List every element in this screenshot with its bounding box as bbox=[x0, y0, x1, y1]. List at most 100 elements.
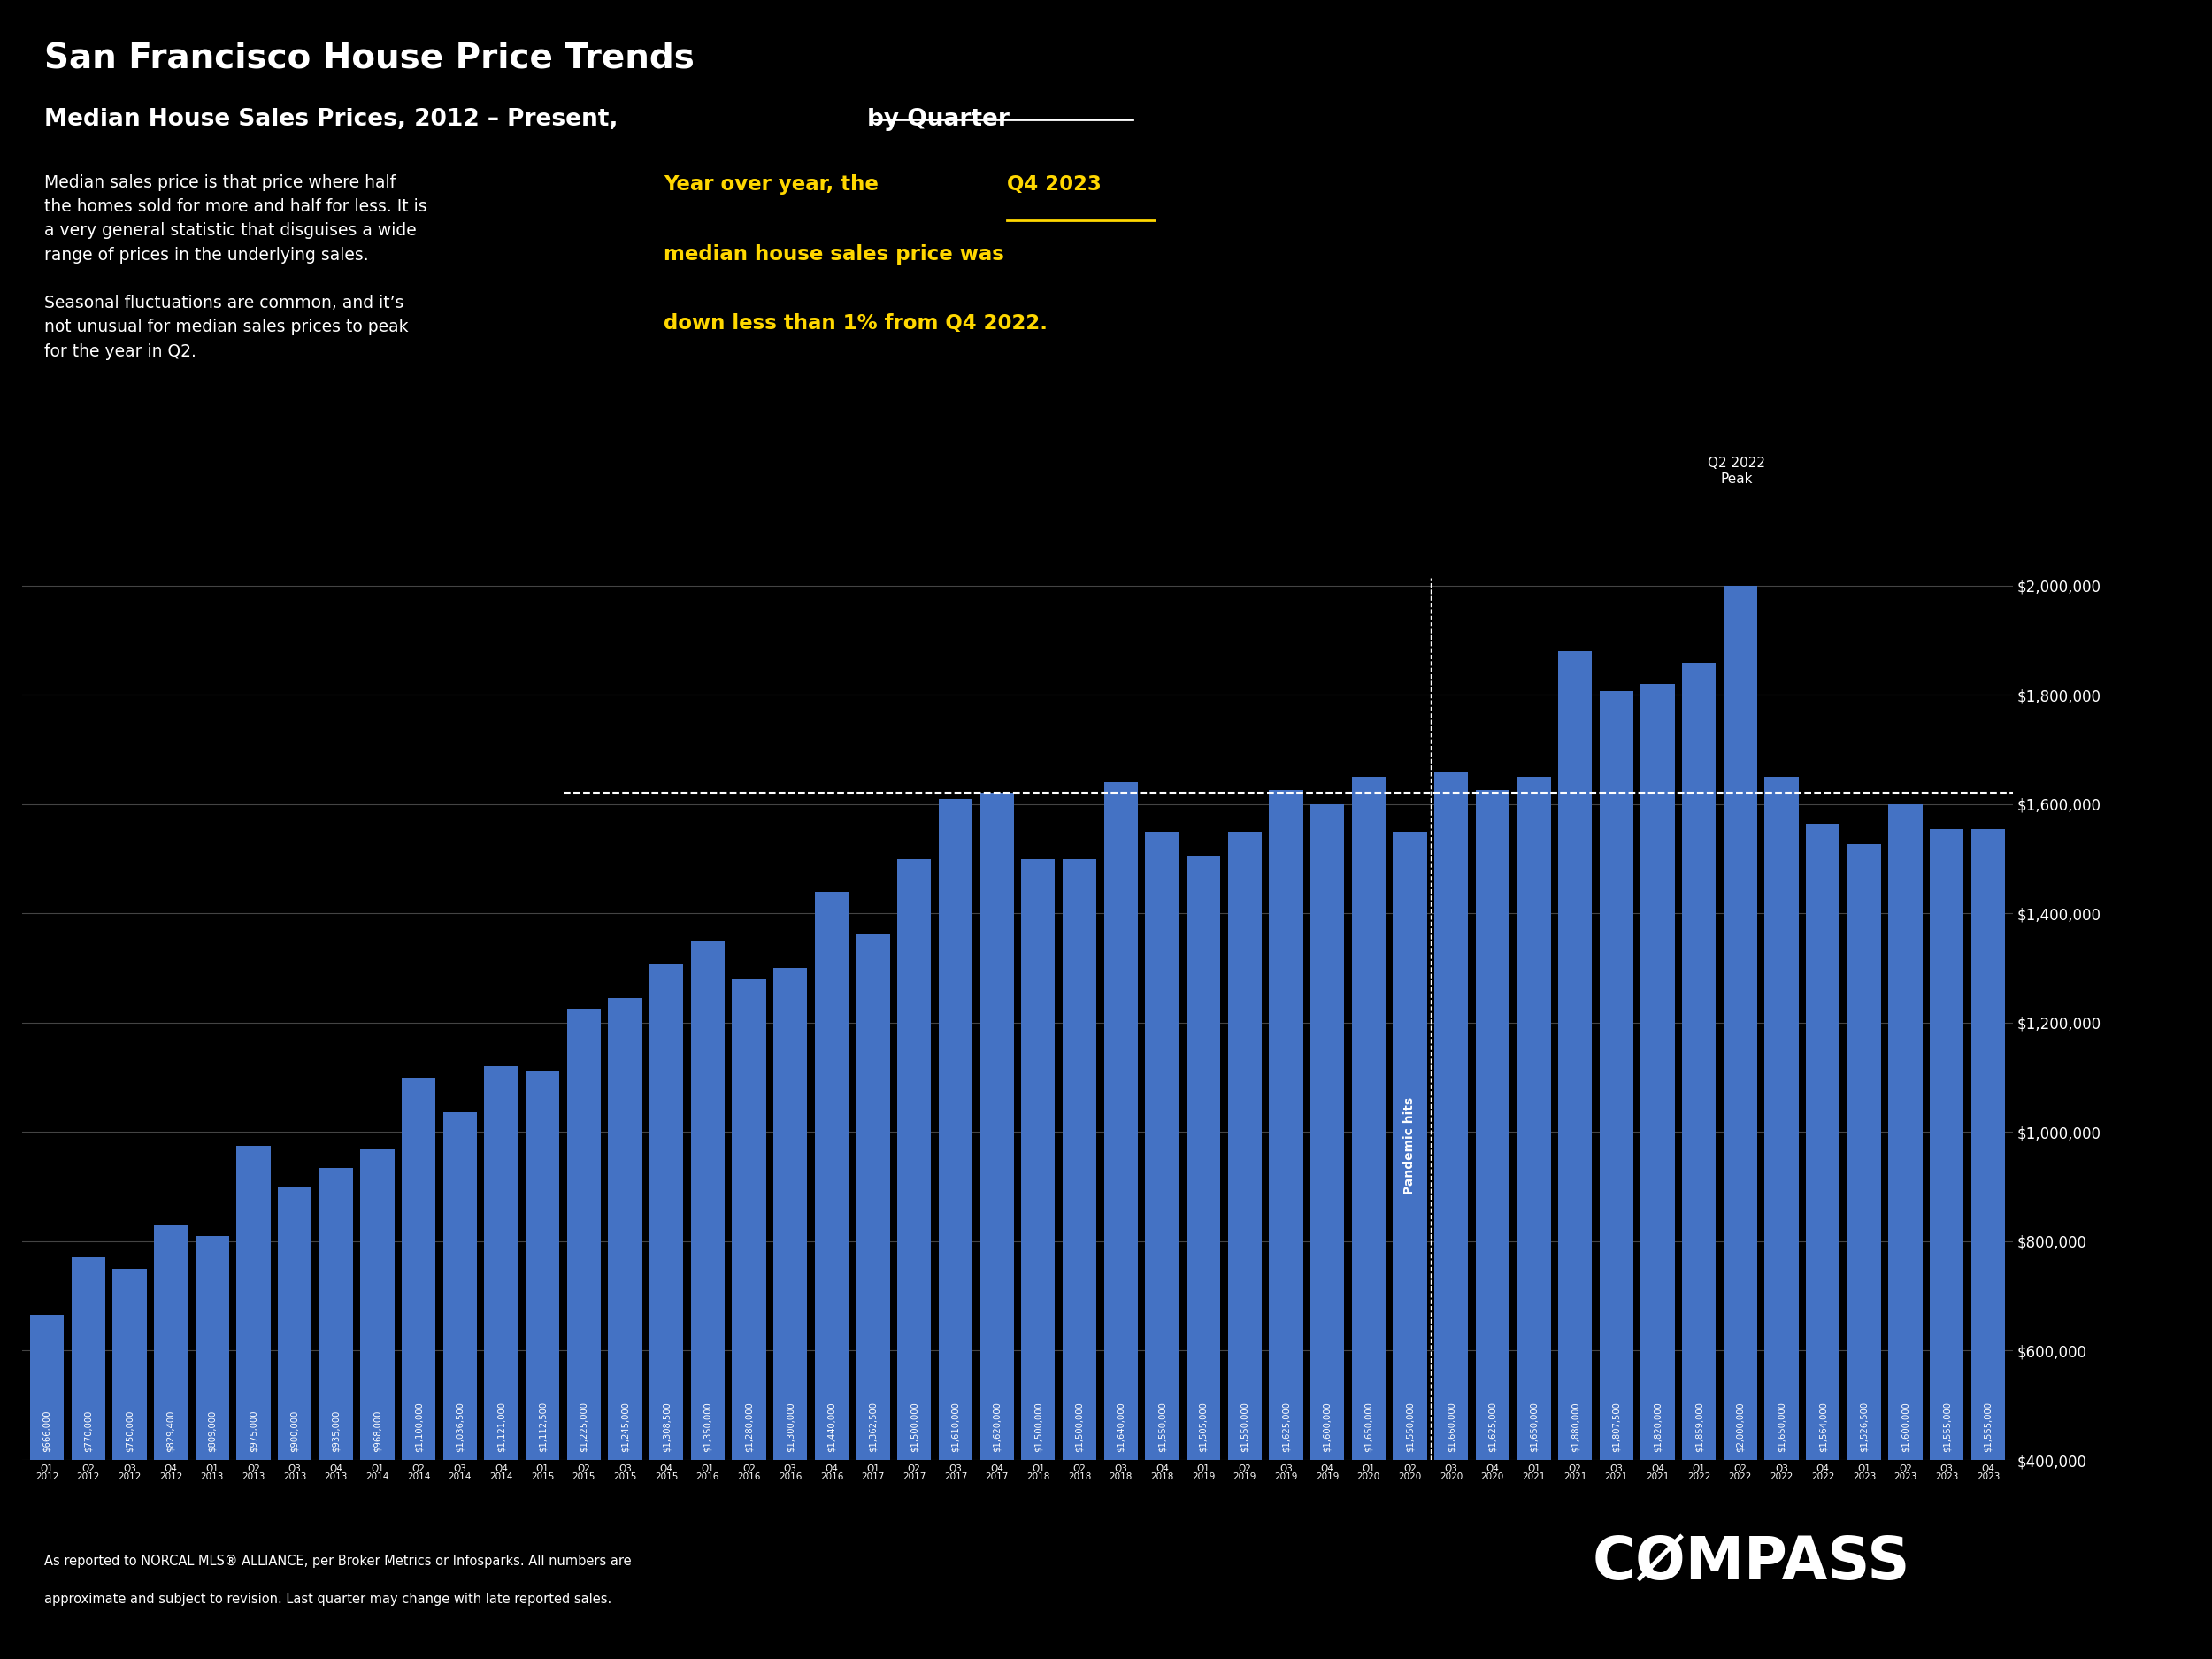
Bar bbox=[1352, 776, 1385, 1659]
Text: $1,300,000: $1,300,000 bbox=[785, 1402, 794, 1452]
Bar bbox=[732, 979, 765, 1659]
Bar bbox=[774, 969, 807, 1659]
Text: $900,000: $900,000 bbox=[290, 1410, 299, 1452]
Bar bbox=[1062, 859, 1097, 1659]
Text: $935,000: $935,000 bbox=[332, 1410, 341, 1452]
Text: $1,526,500: $1,526,500 bbox=[1860, 1402, 1869, 1452]
Text: $1,362,500: $1,362,500 bbox=[869, 1402, 878, 1452]
Bar bbox=[484, 1065, 518, 1659]
Bar bbox=[980, 793, 1013, 1659]
Bar bbox=[237, 1146, 270, 1659]
Bar bbox=[608, 999, 641, 1659]
Text: $750,000: $750,000 bbox=[126, 1410, 135, 1452]
Bar bbox=[1723, 586, 1756, 1659]
Bar bbox=[814, 891, 849, 1659]
Bar bbox=[1394, 831, 1427, 1659]
Bar bbox=[361, 1150, 394, 1659]
Text: $809,000: $809,000 bbox=[208, 1410, 217, 1452]
Text: $1,500,000: $1,500,000 bbox=[909, 1402, 918, 1452]
Text: $1,880,000: $1,880,000 bbox=[1571, 1402, 1579, 1452]
Bar bbox=[1104, 783, 1137, 1659]
Text: $1,121,000: $1,121,000 bbox=[498, 1402, 507, 1452]
Bar bbox=[1475, 790, 1509, 1659]
Bar bbox=[1599, 690, 1632, 1659]
Bar bbox=[403, 1077, 436, 1659]
Bar bbox=[1929, 830, 1964, 1659]
Bar bbox=[279, 1186, 312, 1659]
Bar bbox=[898, 859, 931, 1659]
Text: $1,100,000: $1,100,000 bbox=[414, 1402, 422, 1452]
Text: $1,550,000: $1,550,000 bbox=[1241, 1402, 1250, 1452]
Text: $1,500,000: $1,500,000 bbox=[1075, 1402, 1084, 1452]
Bar bbox=[1805, 825, 1840, 1659]
Bar bbox=[1146, 831, 1179, 1659]
Text: $1,555,000: $1,555,000 bbox=[1942, 1402, 1951, 1452]
Bar bbox=[650, 964, 684, 1659]
Text: $1,859,000: $1,859,000 bbox=[1694, 1402, 1703, 1452]
Text: $1,620,000: $1,620,000 bbox=[993, 1402, 1002, 1452]
Text: $1,564,000: $1,564,000 bbox=[1818, 1402, 1827, 1452]
Bar bbox=[1847, 844, 1880, 1659]
Text: $1,625,000: $1,625,000 bbox=[1489, 1402, 1498, 1452]
Bar bbox=[1517, 776, 1551, 1659]
Text: $1,650,000: $1,650,000 bbox=[1776, 1402, 1785, 1452]
Text: $1,550,000: $1,550,000 bbox=[1405, 1402, 1413, 1452]
Text: $1,550,000: $1,550,000 bbox=[1157, 1402, 1166, 1452]
Text: $968,000: $968,000 bbox=[374, 1410, 383, 1452]
Bar bbox=[71, 1258, 106, 1659]
Text: Q2 2022
Peak: Q2 2022 Peak bbox=[1708, 456, 1765, 486]
Text: $1,625,000: $1,625,000 bbox=[1281, 1402, 1290, 1452]
Text: $1,650,000: $1,650,000 bbox=[1528, 1402, 1537, 1452]
Text: Year over year, the: Year over year, the bbox=[664, 174, 885, 194]
Bar bbox=[1310, 805, 1345, 1659]
Text: Median House Sales Prices, 2012 – Present,: Median House Sales Prices, 2012 – Presen… bbox=[44, 108, 626, 131]
Text: $1,440,000: $1,440,000 bbox=[827, 1402, 836, 1452]
Bar bbox=[319, 1168, 354, 1659]
Bar bbox=[566, 1009, 602, 1659]
Text: median house sales price was: median house sales price was bbox=[664, 244, 1004, 264]
Bar bbox=[1765, 776, 1798, 1659]
Bar bbox=[31, 1314, 64, 1659]
Text: $1,280,000: $1,280,000 bbox=[745, 1402, 754, 1452]
Text: $829,400: $829,400 bbox=[166, 1410, 175, 1452]
Text: $1,650,000: $1,650,000 bbox=[1365, 1402, 1374, 1452]
Text: $770,000: $770,000 bbox=[84, 1410, 93, 1452]
Text: As reported to NORCAL MLS® ALLIANCE, per Broker Metrics or Infosparks. All numbe: As reported to NORCAL MLS® ALLIANCE, per… bbox=[44, 1554, 630, 1568]
Bar bbox=[1971, 830, 2004, 1659]
Bar bbox=[1681, 662, 1717, 1659]
Bar bbox=[938, 798, 973, 1659]
Text: $1,807,500: $1,807,500 bbox=[1613, 1402, 1621, 1452]
Text: San Francisco House Price Trends: San Francisco House Price Trends bbox=[44, 41, 695, 75]
Bar bbox=[442, 1112, 478, 1659]
Text: $1,112,500: $1,112,500 bbox=[538, 1402, 546, 1452]
Bar bbox=[1433, 771, 1469, 1659]
Bar bbox=[113, 1269, 146, 1659]
Bar bbox=[155, 1226, 188, 1659]
Bar bbox=[1022, 859, 1055, 1659]
Text: $1,505,000: $1,505,000 bbox=[1199, 1402, 1208, 1452]
Text: $1,500,000: $1,500,000 bbox=[1033, 1402, 1042, 1452]
Text: $2,000,000: $2,000,000 bbox=[1736, 1402, 1745, 1452]
Bar bbox=[1641, 684, 1674, 1659]
Text: $1,600,000: $1,600,000 bbox=[1323, 1402, 1332, 1452]
Bar bbox=[195, 1236, 230, 1659]
Bar bbox=[1186, 856, 1221, 1659]
Text: $1,610,000: $1,610,000 bbox=[951, 1402, 960, 1452]
Text: $1,036,500: $1,036,500 bbox=[456, 1402, 465, 1452]
Text: $1,820,000: $1,820,000 bbox=[1652, 1402, 1661, 1452]
Text: down less than 1% from Q4 2022.: down less than 1% from Q4 2022. bbox=[664, 314, 1048, 333]
Bar bbox=[526, 1070, 560, 1659]
Text: CØMPASS: CØMPASS bbox=[1593, 1535, 1911, 1593]
Text: by Quarter: by Quarter bbox=[867, 108, 1009, 131]
Text: $1,225,000: $1,225,000 bbox=[580, 1402, 588, 1452]
Text: $666,000: $666,000 bbox=[42, 1410, 51, 1452]
Bar bbox=[1557, 650, 1593, 1659]
Text: $1,660,000: $1,660,000 bbox=[1447, 1402, 1455, 1452]
Bar bbox=[690, 941, 726, 1659]
Text: Pandemic hits: Pandemic hits bbox=[1405, 1097, 1416, 1194]
Text: $1,555,000: $1,555,000 bbox=[1984, 1402, 1993, 1452]
Bar bbox=[1228, 831, 1261, 1659]
Text: Q4 2023: Q4 2023 bbox=[1006, 174, 1102, 194]
Text: $1,640,000: $1,640,000 bbox=[1117, 1402, 1126, 1452]
Bar bbox=[856, 934, 889, 1659]
